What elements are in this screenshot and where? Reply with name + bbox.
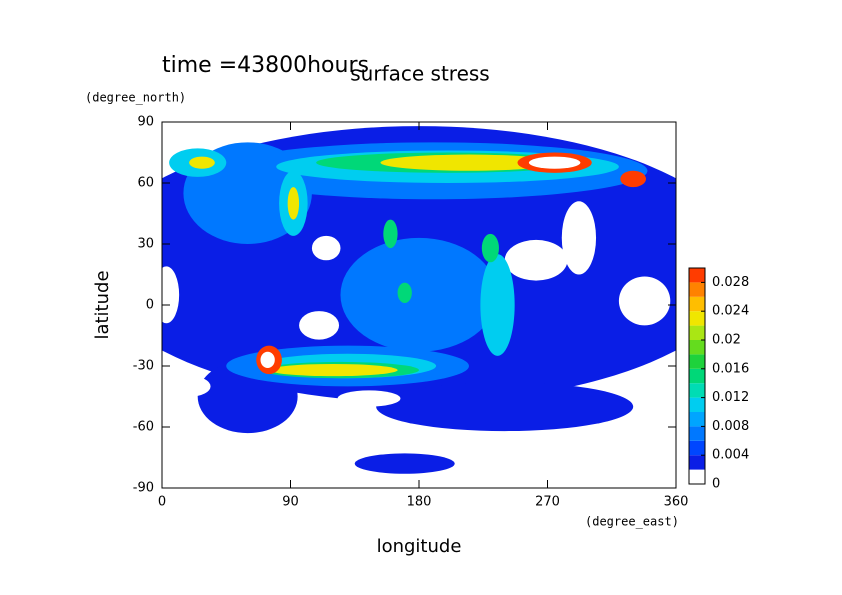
colorbar-band xyxy=(689,397,705,412)
colorbar-band xyxy=(689,268,705,283)
contour-region xyxy=(561,201,597,275)
chart-title: surface stress xyxy=(350,62,489,86)
colorbar-band xyxy=(689,440,705,456)
contour-region xyxy=(647,368,676,425)
y-axis-label: latitude xyxy=(92,270,113,339)
contour-region xyxy=(340,237,498,352)
colorbar-band xyxy=(689,354,705,369)
contour-region xyxy=(170,376,211,397)
y-tick-label: 30 xyxy=(137,237,154,252)
colorbar-tick-label: 0.004 xyxy=(712,448,749,463)
colorbar-band xyxy=(689,282,705,297)
contour-region xyxy=(620,170,647,188)
y-tick-label: -60 xyxy=(133,420,154,435)
x-unit: (degree_east) xyxy=(585,515,679,529)
colorbar-band xyxy=(689,340,705,355)
y-unit: (degree_north) xyxy=(85,91,186,105)
colorbar-band xyxy=(689,455,705,470)
colorbar-tick-label: 0.008 xyxy=(712,419,749,434)
x-tick-label: 270 xyxy=(535,495,560,510)
y-tick-label: 90 xyxy=(137,115,154,130)
contour-region xyxy=(504,239,568,281)
x-tick-label: 90 xyxy=(282,495,299,510)
contour-field xyxy=(162,126,676,474)
contour-region xyxy=(337,390,401,407)
contour-region xyxy=(380,154,558,171)
contour-region xyxy=(299,311,340,340)
y-tick-label: 60 xyxy=(137,176,154,191)
colorbar-band xyxy=(689,368,705,384)
contour-region xyxy=(162,266,180,324)
contour-region xyxy=(311,235,341,261)
contour-region xyxy=(528,156,581,169)
contour-region xyxy=(354,453,455,474)
colorbar-tick-label: 0.028 xyxy=(712,275,749,290)
contour-region xyxy=(383,219,398,249)
colorbar-frame xyxy=(688,267,706,485)
contour-region xyxy=(618,276,671,326)
contour-region xyxy=(480,254,515,356)
colorbar-band xyxy=(689,412,705,427)
colorbar-band xyxy=(689,426,705,441)
colorbar-tick-label: 0.02 xyxy=(712,333,741,348)
contour-region xyxy=(260,351,275,369)
contour-region xyxy=(189,156,215,169)
x-tick-label: 0 xyxy=(158,495,166,510)
x-tick-label: 360 xyxy=(664,495,689,510)
colorbar-tick-label: 0.012 xyxy=(712,390,749,405)
chart-subtitle: time =43800hours xyxy=(162,53,369,78)
contour-region xyxy=(376,382,634,432)
y-tick-label: -90 xyxy=(133,481,154,496)
contour-region xyxy=(287,187,300,220)
contour-region xyxy=(269,363,398,377)
contour-region xyxy=(481,233,499,263)
y-tick-label: -30 xyxy=(133,359,154,374)
x-axis-label: longitude xyxy=(377,536,462,557)
colorbar-tick-label: 0.016 xyxy=(712,361,749,376)
colorbar-tick-label: 0.024 xyxy=(712,304,749,319)
colorbar-band xyxy=(689,311,705,326)
colorbar-band xyxy=(689,296,705,312)
x-tick-label: 180 xyxy=(407,495,432,510)
colorbar-band xyxy=(689,325,705,340)
y-tick-label: 0 xyxy=(146,298,154,313)
colorbar-band xyxy=(689,469,705,484)
colorbar-band xyxy=(689,383,705,398)
colorbar-tick-label: 0 xyxy=(712,477,720,492)
contour-region xyxy=(397,282,412,303)
